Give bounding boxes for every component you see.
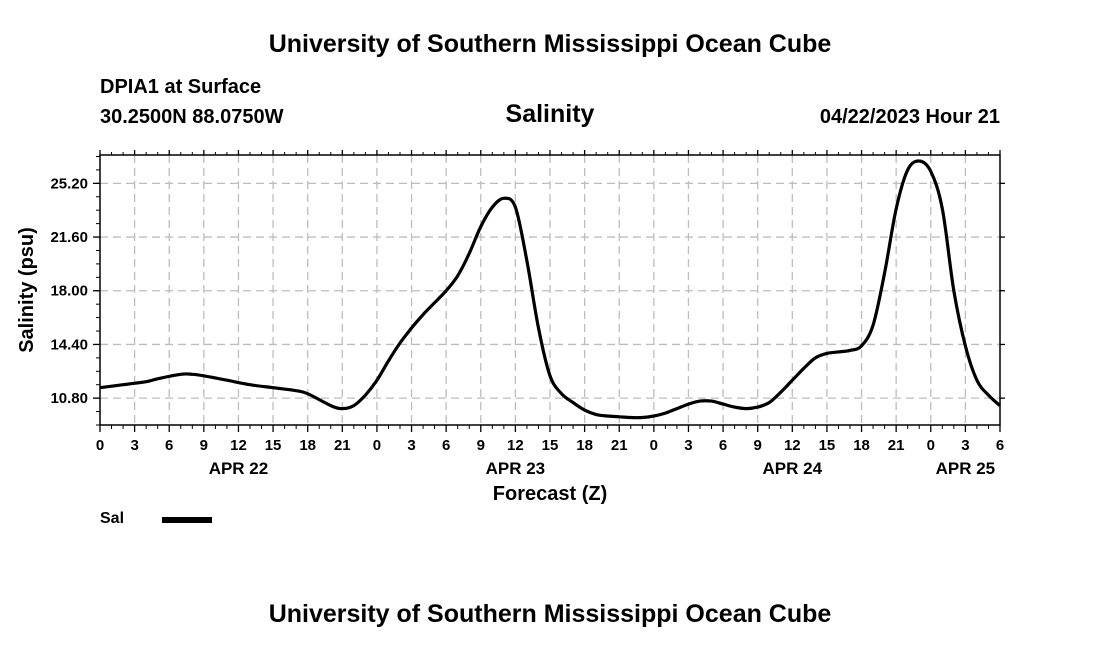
y-tick-label: 14.40 (50, 336, 88, 353)
x-tick-label: 15 (819, 437, 836, 454)
salinity-series-line (99, 159, 1002, 420)
x-tick-label: 0 (96, 437, 104, 454)
date-label: APR 24 (763, 459, 823, 478)
x-tick-label: 18 (299, 437, 316, 454)
x-tick-label: 3 (684, 437, 692, 454)
x-tick-label: 6 (719, 437, 727, 454)
x-tick-label: 21 (611, 437, 628, 454)
x-tick-label: 21 (888, 437, 905, 454)
x-tick-label: 21 (334, 437, 351, 454)
x-tick-label: 3 (407, 437, 415, 454)
x-tick-label: 18 (576, 437, 593, 454)
station-coordinates: 30.2500N 88.0750W (100, 106, 284, 128)
x-tick-label: 0 (927, 437, 935, 454)
forecast-datetime: 04/22/2023 Hour 21 (819, 106, 1000, 128)
y-tick-label: 10.80 (50, 390, 88, 407)
plot-frame (99, 154, 1001, 426)
x-tick-label: 18 (853, 437, 870, 454)
y-tick-label: 25.20 (50, 175, 88, 192)
station-name: DPIA1 at Surface (100, 76, 262, 98)
bottom-title: University of Southern Mississippi Ocean… (268, 600, 832, 628)
x-tick-label: 3 (130, 437, 138, 454)
x-tick-label: 6 (442, 437, 450, 454)
x-tick-label: 6 (996, 437, 1004, 454)
legend-label: Sal (100, 510, 125, 527)
x-tick-label: 6 (165, 437, 173, 454)
x-tick-label: 12 (507, 437, 524, 454)
top-title: University of Southern Mississippi Ocean… (268, 30, 832, 58)
date-label: APR 22 (209, 459, 269, 478)
x-tick-label: 9 (200, 437, 208, 454)
x-tick-label: 9 (477, 437, 485, 454)
y-axis-label: Salinity (psu) (16, 227, 38, 353)
legend-line-swatch (162, 517, 212, 523)
x-tick-label: 9 (754, 437, 762, 454)
x-tick-label: 0 (373, 437, 381, 454)
x-tick-label: 12 (784, 437, 801, 454)
x-tick-label: 15 (542, 437, 559, 454)
date-label: APR 25 (936, 459, 996, 478)
date-label: APR 23 (486, 459, 546, 478)
chart-title: Salinity (505, 100, 595, 128)
y-tick-label: 18.00 (50, 283, 88, 300)
x-axis-label: Forecast (Z) (493, 483, 607, 505)
x-tick-label: 3 (961, 437, 969, 454)
x-tick-label: 15 (265, 437, 282, 454)
y-tick-label: 21.60 (50, 229, 88, 246)
x-tick-label: 0 (650, 437, 658, 454)
x-tick-label: 12 (230, 437, 247, 454)
